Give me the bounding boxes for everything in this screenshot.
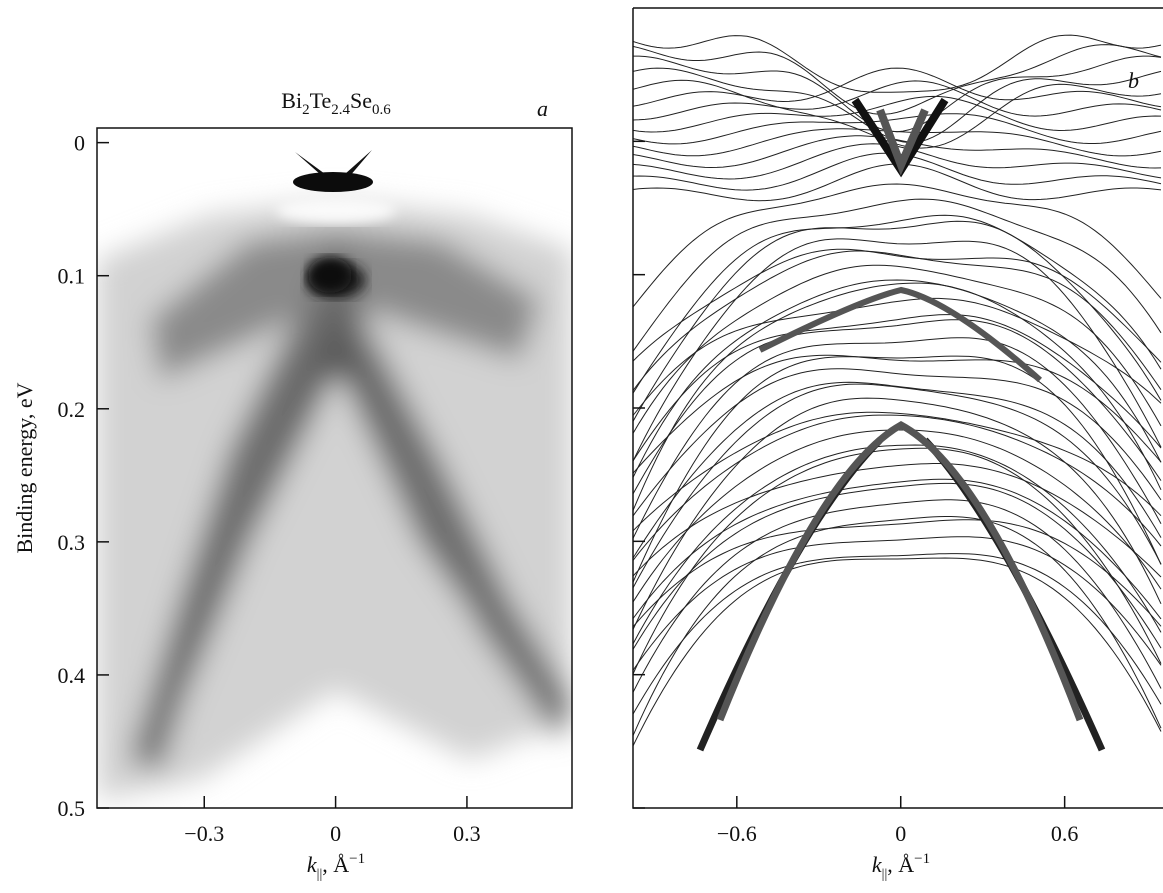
band-line [633,96,1161,132]
x-tick-label: 0 [330,821,341,846]
band-structure [633,35,1161,750]
band-line [633,356,1161,582]
band-line [633,537,1161,671]
figure: Bi2Te2.4Se0.6 a b Binding energy, eV k||… [0,0,1163,888]
band-line [633,430,1161,602]
band-line [633,280,1161,478]
surface-state [760,290,1040,380]
surface-state [720,425,1080,720]
arpes-map [97,150,572,800]
y-tick-label: 0.1 [58,264,86,289]
y-axis-label: Binding energy, eV [12,382,37,553]
y-tick-label: 0.5 [58,796,86,821]
x-tick-label: 0 [895,821,906,846]
band-line [633,500,1161,693]
band-line [633,68,1161,107]
x-tick-label: −0.6 [717,821,757,846]
y-tick-label: 0.3 [58,530,86,555]
band-line [633,251,1161,391]
band-line [633,384,1161,588]
band-line [633,221,1161,421]
y-tick-label: 0 [74,131,85,156]
panel-label: a [537,96,548,121]
y-tick-label: 0.4 [58,663,86,688]
band-line [633,56,1161,132]
y-tick-label: 0.2 [58,397,86,422]
x-tick-label: −0.3 [184,821,224,846]
chart-title: Bi2Te2.4Se0.6 [281,88,391,118]
band-line [633,479,1161,619]
x-tick-label: 0.6 [1051,821,1079,846]
x-axis-label: k||, Å−1 [872,851,930,882]
band-line [633,483,1161,649]
panel-label: b [1128,68,1139,93]
x-axis-label: k||, Å−1 [307,851,365,882]
band-line [633,382,1161,558]
x-tick-label: 0.3 [453,821,481,846]
band-line [633,355,1161,473]
band-line [633,80,1161,148]
